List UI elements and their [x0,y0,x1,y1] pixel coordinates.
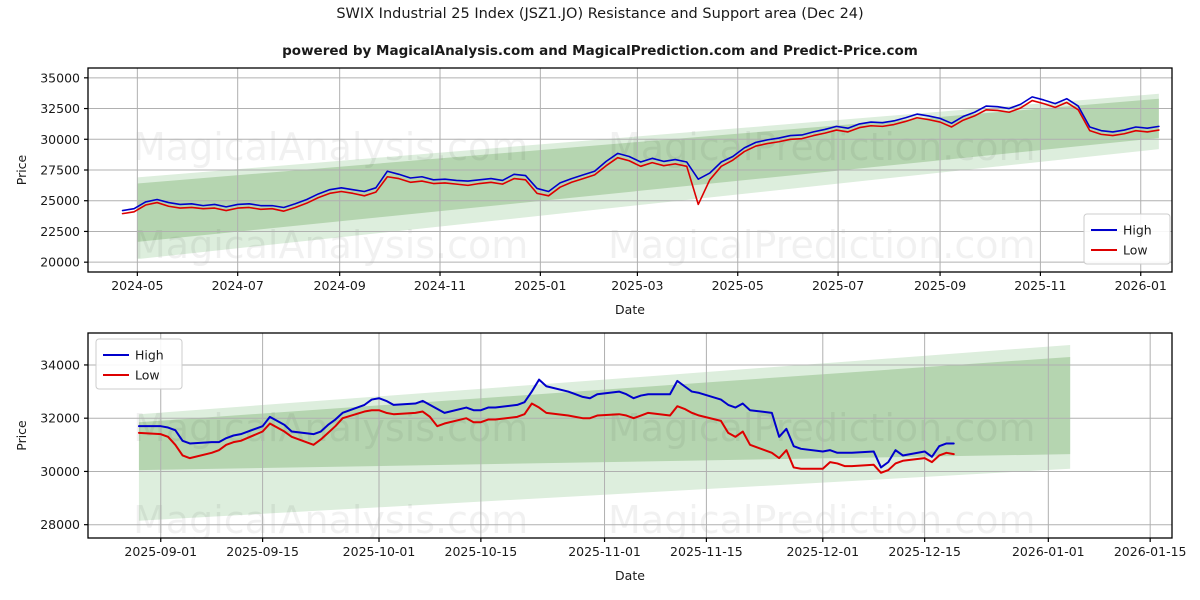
watermark-text: MagicalAnalysis.com [133,498,528,542]
legend-label-low: Low [1123,243,1148,258]
series-line-low-overview [121,99,1160,215]
x-axis-title-detail: Date [615,568,645,583]
x-tick-label: 2026-01-15 [1114,544,1187,559]
plot-border [87,332,1173,539]
x-tick-label: 2025-12-01 [786,544,859,559]
x-axis-title-overview: Date [615,302,645,317]
legend-overview[interactable]: High Low [1083,213,1171,265]
series-line-low-detail [137,402,955,474]
x-tick-label: 2025-09-01 [124,544,197,559]
legend-box [1083,213,1171,265]
y-axis-title-overview: Price [14,154,29,185]
legend-label-low: Low [135,368,160,383]
y-tick-label: 30000 [40,464,80,479]
plot-content: MagicalAnalysis.com MagicalPrediction.com… [88,68,1172,272]
y-tick-label: 30000 [40,132,80,147]
x-tick-label: 2024-11 [414,278,466,293]
x-tick-label: 2025-05 [712,278,764,293]
x-tick-label: 2025-11 [1014,278,1066,293]
x-tick-label: 2025-11-15 [670,544,743,559]
y-tick-label: 34000 [40,357,80,372]
legend-label-high: High [1123,223,1152,238]
y-tick-label: 32000 [40,411,80,426]
x-tick-label: 2025-03 [611,278,663,293]
x-tick-label: 2024-07 [212,278,264,293]
y-axis-title-detail: Price [14,420,29,451]
x-tick-label: 2025-01 [514,278,566,293]
x-tick-label: 2025-10-01 [343,544,416,559]
y-tick-label: 20000 [40,255,80,270]
page-title: SWIX Industrial 25 Index (JSZ1.JO) Resis… [336,6,864,22]
x-tick-label: 2025-09 [914,278,966,293]
y-tick-label: 28000 [40,517,80,532]
watermark-text: MagicalPrediction.com [608,223,1036,267]
plot-detail: MagicalAnalysis.com MagicalPrediction.com… [14,332,1187,583]
watermark-text: MagicalAnalysis.com [133,125,528,169]
legend-box [95,338,183,390]
series-line-high-detail [137,378,955,469]
legend-label-high: High [135,348,164,363]
legend-detail[interactable]: High Low [95,338,183,390]
x-tick-label: 2025-11-01 [568,544,641,559]
y-tick-label: 25000 [40,193,80,208]
watermark-text: MagicalPrediction.com [608,498,1036,542]
y-tick-label: 22500 [40,224,80,239]
y-tick-label: 35000 [40,70,80,85]
plot-content: MagicalAnalysis.com MagicalPrediction.com… [88,333,1172,542]
x-tick-label: 2026-01-01 [1012,544,1085,559]
x-tick-label: 2026-01 [1115,278,1167,293]
x-tick-label: 2025-10-15 [445,544,518,559]
watermark-text: MagicalAnalysis.com [133,223,528,267]
plot-overview: MagicalAnalysis.com MagicalPrediction.com… [14,67,1173,317]
x-tick-label: 2025-12-15 [888,544,961,559]
series-line-high-overview [121,96,1160,212]
x-tick-label: 2024-05 [111,278,163,293]
x-tick-label: 2025-09-15 [226,544,299,559]
x-tick-label: 2024-09 [314,278,366,293]
y-tick-label: 32500 [40,101,80,116]
y-tick-label: 27500 [40,163,80,178]
watermark-text: MagicalPrediction.com [608,406,1036,450]
page-subtitle: powered by MagicalAnalysis.com and Magic… [282,43,918,59]
watermark-text: MagicalPrediction.com [608,125,1036,169]
watermark-group-overview: MagicalAnalysis.com MagicalPrediction.com… [133,125,1036,267]
x-tick-label: 2025-07 [812,278,864,293]
